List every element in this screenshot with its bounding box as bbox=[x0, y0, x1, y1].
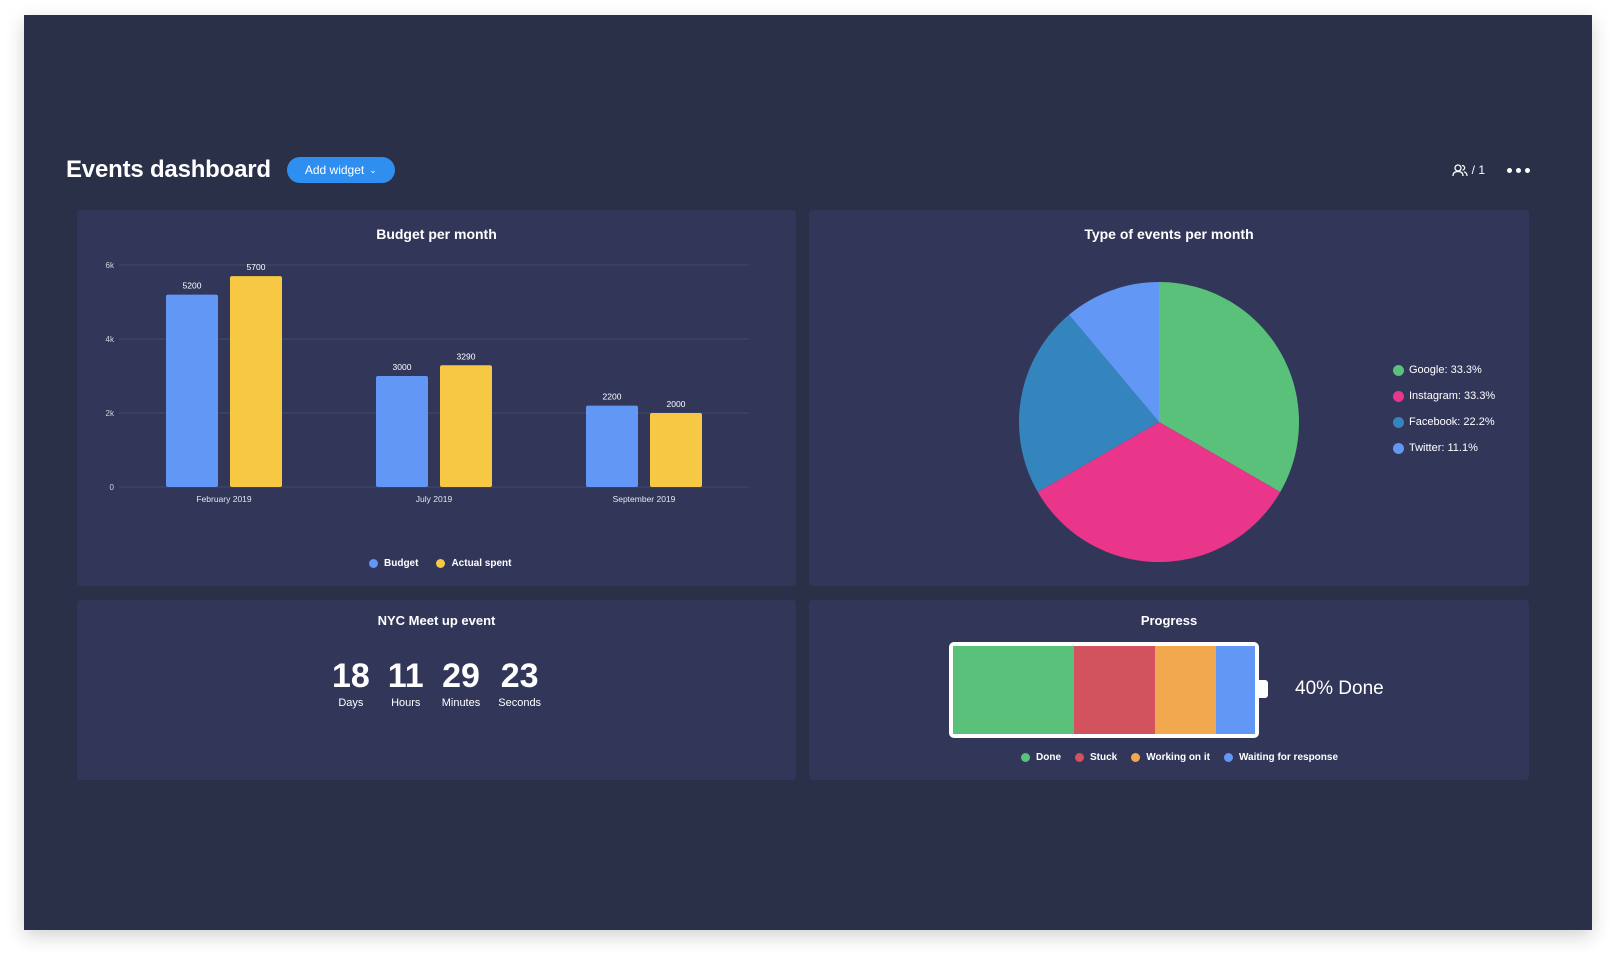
countdown-minutes: 29 Minutes bbox=[441, 657, 481, 710]
countdown-value: 29 bbox=[442, 657, 480, 695]
y-tick-label: 4k bbox=[106, 335, 115, 344]
countdown-seconds: 23 Seconds bbox=[498, 657, 542, 710]
events-widget-title: Type of events per month bbox=[1084, 226, 1254, 242]
legend-label: Done bbox=[1036, 752, 1061, 763]
events-widget: Type of events per month Google: 33.3% I… bbox=[809, 210, 1529, 586]
x-tick-label: September 2019 bbox=[613, 494, 676, 504]
countdown-label: Seconds bbox=[498, 697, 542, 710]
progress-battery bbox=[949, 642, 1259, 738]
legend-label: Waiting for response bbox=[1238, 752, 1339, 763]
progress-segment-working-on-it bbox=[1155, 646, 1216, 734]
bar-actual-spent bbox=[230, 276, 282, 487]
progress-legend: Done Stuck Working on it Waiting for res… bbox=[1021, 752, 1338, 763]
x-tick-label: July 2019 bbox=[416, 494, 453, 504]
bar-budget bbox=[376, 376, 428, 487]
legend-item-done: Done bbox=[1021, 752, 1061, 763]
legend-item-stuck: Stuck bbox=[1075, 752, 1117, 763]
legend-item-instagram: Instagram: 33.3% bbox=[1393, 390, 1495, 402]
countdown-days: 18 Days bbox=[331, 657, 370, 710]
battery-tip bbox=[1259, 680, 1268, 698]
pie-slice-facebook bbox=[1019, 314, 1159, 492]
members-button[interactable]: / 1 bbox=[1452, 163, 1485, 177]
countdown-value: 18 bbox=[331, 657, 370, 695]
dashboard-header: Events dashboard Add widget ⌄ bbox=[66, 147, 395, 193]
legend-dot bbox=[1393, 390, 1404, 402]
legend-label: Google: 33.3% bbox=[1409, 364, 1482, 376]
users-icon bbox=[1452, 163, 1468, 176]
countdown-hours: 11 Hours bbox=[387, 657, 424, 710]
legend-dot bbox=[1393, 416, 1404, 428]
bar-value-label: 2200 bbox=[603, 392, 622, 402]
add-widget-label: Add widget bbox=[304, 163, 365, 177]
pie-slice-twitter bbox=[1069, 282, 1159, 422]
legend-label: Instagram: 33.3% bbox=[1409, 390, 1496, 402]
chevron-down-icon: ⌄ bbox=[369, 164, 377, 175]
legend-label: Stuck bbox=[1090, 752, 1118, 763]
countdown-label: Minutes bbox=[441, 697, 481, 710]
countdown-widget-title: NYC Meet up event bbox=[377, 613, 496, 628]
countdown-value: 11 bbox=[387, 657, 424, 695]
legend-item-budget: Budget bbox=[369, 558, 418, 569]
y-tick-label: 0 bbox=[110, 483, 115, 492]
legend-item-actual-spent: Actual spent bbox=[436, 558, 511, 569]
legend-dot bbox=[1131, 753, 1141, 762]
progress-segment-stuck bbox=[1073, 646, 1156, 734]
events-legend: Google: 33.3% Instagram: 33.3% Facebook:… bbox=[1393, 364, 1495, 454]
legend-dot bbox=[1393, 364, 1404, 376]
progress-segment-done bbox=[953, 646, 1074, 734]
bar-actual-spent bbox=[440, 365, 492, 487]
bar-value-label: 3290 bbox=[457, 351, 476, 361]
events-pie-chart bbox=[1019, 282, 1299, 562]
bar-value-label: 3000 bbox=[393, 362, 412, 372]
legend-dot bbox=[1021, 753, 1030, 762]
more-options-icon[interactable] bbox=[1507, 167, 1530, 173]
legend-dot bbox=[1393, 442, 1404, 454]
legend-label: Working on it bbox=[1146, 752, 1210, 763]
legend-item-twitter: Twitter: 11.1% bbox=[1393, 442, 1495, 454]
legend-label: Budget bbox=[384, 558, 419, 569]
countdown-value: 23 bbox=[500, 657, 539, 695]
budget-legend: Budget Actual spent bbox=[369, 558, 511, 569]
legend-dot bbox=[436, 559, 446, 568]
progress-done-text: 40% Done bbox=[1295, 678, 1384, 699]
y-tick-label: 6k bbox=[106, 261, 115, 270]
pie-slice-google bbox=[1159, 282, 1299, 492]
progress-segment-waiting-for-response bbox=[1215, 646, 1255, 734]
legend-item-working-on-it: Working on it bbox=[1131, 752, 1210, 763]
countdown-label: Hours bbox=[391, 697, 421, 710]
bar-actual-spent bbox=[650, 413, 702, 487]
countdown-widget: NYC Meet up event 18 Days 11 Hours 29 Mi… bbox=[77, 600, 796, 780]
x-tick-label: February 2019 bbox=[196, 494, 252, 504]
legend-item-facebook: Facebook: 22.2% bbox=[1393, 416, 1495, 428]
bar-value-label: 2000 bbox=[667, 399, 686, 409]
bar-value-label: 5200 bbox=[183, 281, 202, 291]
progress-widget: Progress 40% Done Done Stuck Working on … bbox=[809, 600, 1529, 780]
legend-label: Twitter: 11.1% bbox=[1409, 442, 1478, 454]
members-count: / 1 bbox=[1471, 163, 1485, 177]
budget-widget-title: Budget per month bbox=[376, 226, 497, 242]
budget-bar-chart: 0 2k 4k 6k 5200 5700 February 2019 3000 3290 July… bbox=[106, 261, 749, 504]
bar-budget bbox=[586, 405, 638, 487]
legend-dot bbox=[1223, 753, 1233, 762]
bar-value-label: 5700 bbox=[247, 262, 266, 272]
budget-widget: Budget per month 0 2k 4k 6k 5200 5700 February… bbox=[77, 210, 796, 586]
legend-label: Facebook: 22.2% bbox=[1409, 416, 1495, 428]
countdown-label: Days bbox=[338, 697, 364, 710]
legend-label: Actual spent bbox=[451, 558, 512, 569]
legend-dot bbox=[369, 559, 378, 568]
legend-item-waiting-for-response: Waiting for response bbox=[1223, 752, 1339, 763]
bar-budget bbox=[166, 294, 218, 487]
page-title: Events dashboard bbox=[66, 156, 271, 183]
header-actions: / 1 bbox=[1452, 163, 1530, 177]
y-tick-label: 2k bbox=[106, 409, 115, 418]
countdown-timer: 18 Days 11 Hours 29 Minutes 23 Seconds bbox=[77, 657, 796, 710]
progress-widget-title: Progress bbox=[1140, 613, 1198, 628]
add-widget-button[interactable]: Add widget ⌄ bbox=[286, 157, 395, 183]
legend-item-google: Google: 33.3% bbox=[1393, 364, 1495, 376]
legend-dot bbox=[1075, 753, 1084, 762]
